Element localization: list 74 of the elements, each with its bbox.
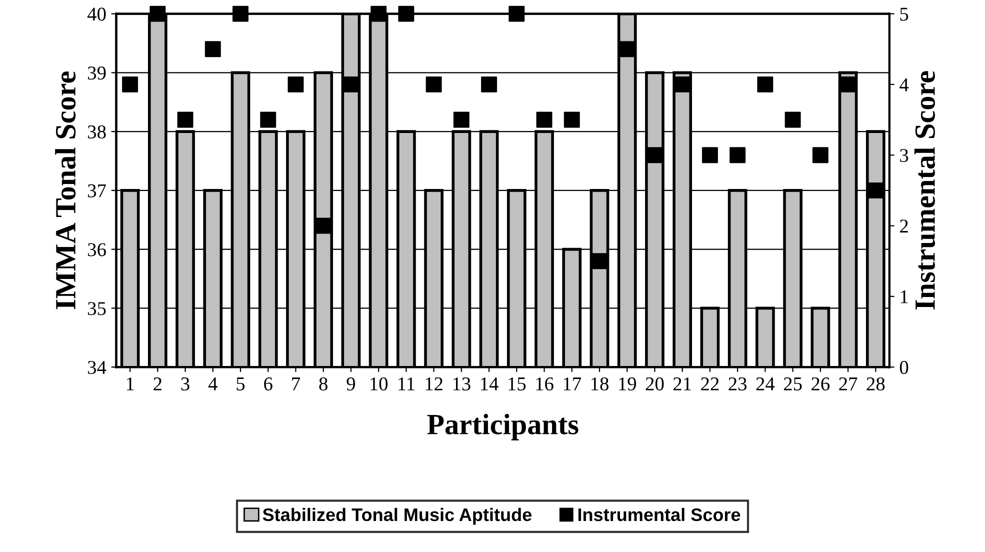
x-tick-label: 23 [728,377,747,390]
point [564,112,580,128]
x-tick-label: 14 [481,377,498,390]
point [646,147,663,164]
point [730,147,746,164]
point [342,76,359,92]
point [508,6,525,22]
x-tick-label: 10 [370,377,388,390]
point [150,6,166,22]
x-tick-label: 4 [208,377,218,390]
point [757,76,774,92]
y-tick-label: 35 [88,302,106,316]
y-tick-label: 39 [88,66,106,80]
y-tick-label: 34 [88,360,106,374]
y2-tick-label: 3 [900,148,908,162]
point [784,112,801,128]
y-tick-label: 38 [88,125,106,138]
x-tick-label: 12 [426,377,442,390]
x-tick-label: 20 [646,377,664,390]
point [232,6,248,22]
x-tick-label: 3 [181,377,190,390]
point [868,182,884,198]
x-axis-title: Participants [427,414,578,440]
point [426,76,442,92]
y2-tick-label: 1 [900,290,908,304]
point [315,218,332,234]
point [592,253,608,270]
x-tick-label: 28 [866,377,885,390]
point [398,6,414,22]
y2-tick-label: 0 [900,360,908,374]
x-tick-label: 18 [591,377,608,390]
point [481,76,498,92]
y-tick-label: 37 [88,184,106,198]
x-tick-label: 16 [536,377,554,390]
point [702,147,718,164]
x-tick-label: 13 [453,377,470,390]
x-tick-label: 2 [154,377,162,390]
x-tick-label: 15 [508,377,526,390]
x-tick-label: 19 [619,377,636,390]
y-tick-label: 36 [88,243,106,256]
y-axis-title: IMMA Tonal Score [55,72,76,310]
point [122,76,138,92]
x-tick-label: 27 [839,377,858,390]
point [260,112,276,128]
legend-label: Instrumental Score [578,508,740,522]
y2-tick-label: 4 [900,78,909,92]
point [177,112,194,128]
point [204,41,221,58]
point [674,76,690,92]
x-tick-label: 21 [673,377,691,390]
y2-axis-title: Instrumental Score [914,71,936,310]
y2-tick-label: 5 [900,8,908,21]
x-tick-label: 7 [292,378,300,390]
x-tick-label: 8 [319,377,328,390]
x-tick-label: 5 [236,378,245,390]
point [370,6,387,22]
x-tick-label: 6 [264,377,272,390]
point [288,76,304,92]
point [619,41,636,58]
x-tick-label: 11 [398,377,414,390]
x-tick-label: 22 [701,377,719,390]
x-tick-label: 25 [784,377,802,390]
point [453,112,470,128]
x-tick-label: 9 [346,377,356,390]
point [536,112,552,128]
x-tick-label: 1 [126,377,134,390]
x-tick-label: 17 [564,377,582,390]
y-tick-label: 40 [87,8,106,21]
legend-label: Stabilized Tonal Music Aptitude [262,508,532,525]
point [812,147,828,164]
x-tick-label: 26 [812,377,830,390]
point [840,76,856,92]
y2-tick-label: 2 [900,220,908,233]
x-tick-label: 24 [756,377,775,390]
